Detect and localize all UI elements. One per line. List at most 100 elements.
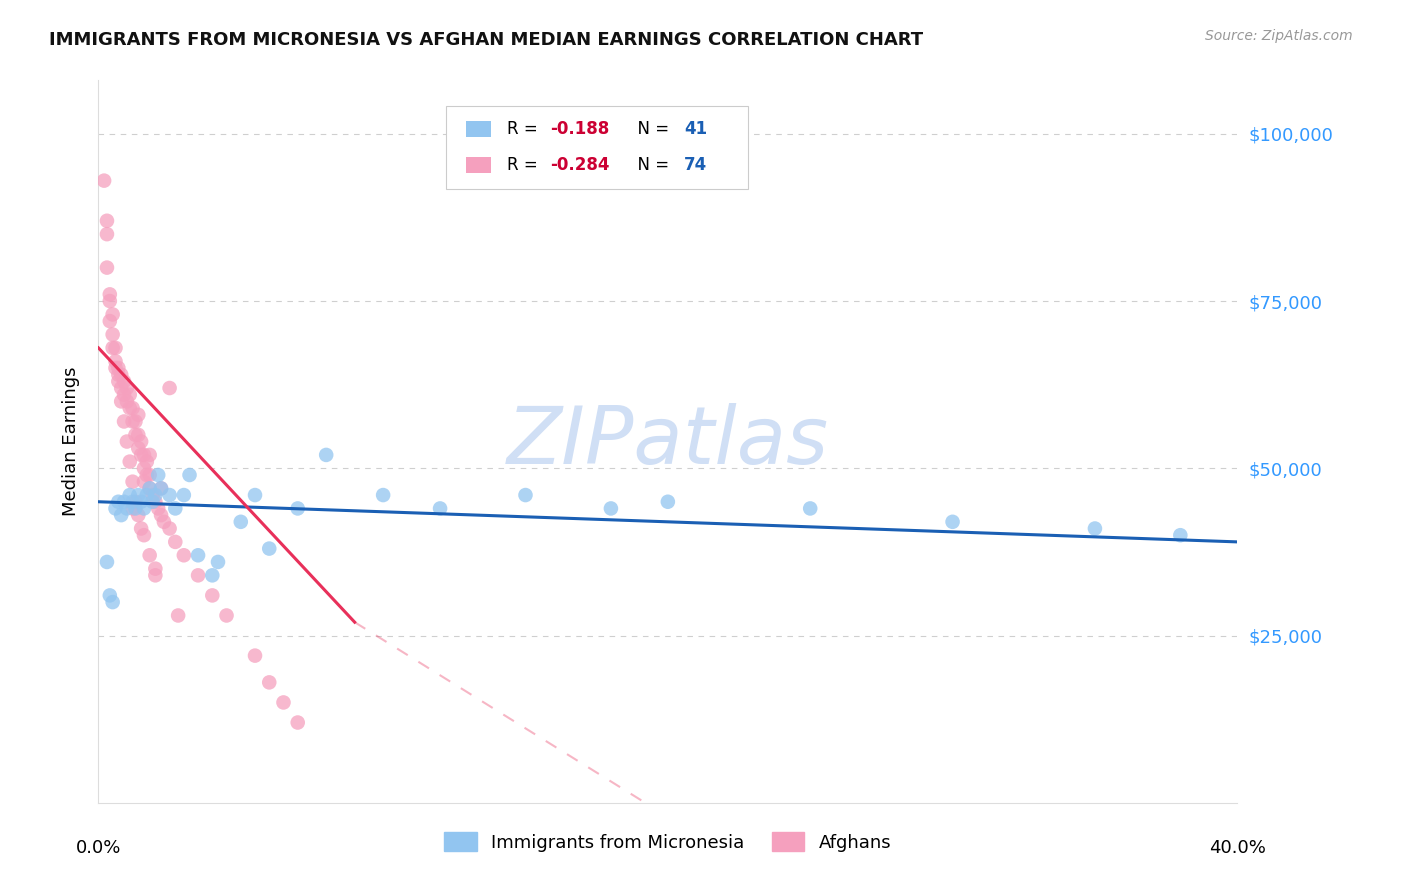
Point [101,307,124,321]
Point [107,494,129,508]
Point [287,715,309,730]
Point [129,434,152,449]
Point [96,227,118,241]
Point [138,467,160,482]
Point [141,488,163,502]
Point [129,448,152,462]
Point [173,548,195,563]
Point [129,521,152,535]
Point [96,555,118,569]
Point [179,467,201,482]
Point [112,494,135,508]
Point [243,488,266,502]
Point [150,482,173,496]
Point [138,482,160,496]
Point [121,501,143,516]
Point [124,414,146,428]
Point [121,475,143,489]
Point [150,508,173,523]
Point [145,568,167,582]
Point [98,314,121,328]
Point [201,589,224,603]
Point [243,648,266,663]
Point [112,375,135,389]
Point [96,260,118,275]
Text: 41: 41 [683,120,707,138]
Point [118,401,141,416]
Point [148,467,170,482]
Point [201,568,224,582]
Point [121,401,143,416]
Point [104,354,127,368]
Point [98,293,121,308]
Point [259,541,281,556]
Point [124,501,146,516]
Text: Source: ZipAtlas.com: Source: ZipAtlas.com [1205,29,1353,43]
Point [165,501,187,516]
Point [93,173,115,188]
Point [127,427,149,442]
Point [1170,528,1192,542]
Text: N =: N = [627,156,675,175]
Point [1084,521,1107,535]
Point [159,381,181,395]
Point [101,341,124,355]
Point [124,494,146,508]
Point [229,515,252,529]
Point [121,494,143,508]
Point [110,381,132,395]
Point [135,454,157,469]
Point [273,696,295,710]
Text: -0.284: -0.284 [551,156,610,175]
Point [115,434,138,449]
Point [132,528,155,542]
Bar [467,158,491,173]
Point [145,562,167,576]
Point [600,501,623,516]
Text: IMMIGRANTS FROM MICRONESIA VS AFGHAN MEDIAN EARNINGS CORRELATION CHART: IMMIGRANTS FROM MICRONESIA VS AFGHAN MED… [49,31,924,49]
Point [127,488,149,502]
Point [110,394,132,409]
Bar [467,121,491,136]
Point [138,482,160,496]
Point [135,467,157,482]
Point [127,508,149,523]
Text: N =: N = [627,120,675,138]
FancyBboxPatch shape [446,105,748,189]
Point [207,555,229,569]
Text: R =: R = [508,120,543,138]
Point [107,368,129,382]
Point [215,608,238,623]
Point [107,361,129,376]
Point [110,368,132,382]
Point [132,475,155,489]
Point [98,589,121,603]
Point [104,501,127,516]
Point [115,381,138,395]
Point [148,501,170,516]
Point [112,414,135,428]
Point [187,548,209,563]
Point [799,501,821,516]
Point [110,508,132,523]
Point [101,327,124,342]
Point [115,394,138,409]
Point [173,488,195,502]
Point [315,448,337,462]
Point [135,488,157,502]
Point [373,488,395,502]
Point [132,501,155,516]
Point [165,534,187,549]
Point [141,494,163,508]
Point [138,548,160,563]
Point [115,501,138,516]
Point [101,595,124,609]
Point [121,414,143,428]
Point [129,494,152,508]
Legend: Immigrants from Micronesia, Afghans: Immigrants from Micronesia, Afghans [437,825,898,859]
Text: 0.0%: 0.0% [76,838,121,857]
Point [150,482,173,496]
Point [104,361,127,376]
Point [127,441,149,455]
Text: -0.188: -0.188 [551,120,610,138]
